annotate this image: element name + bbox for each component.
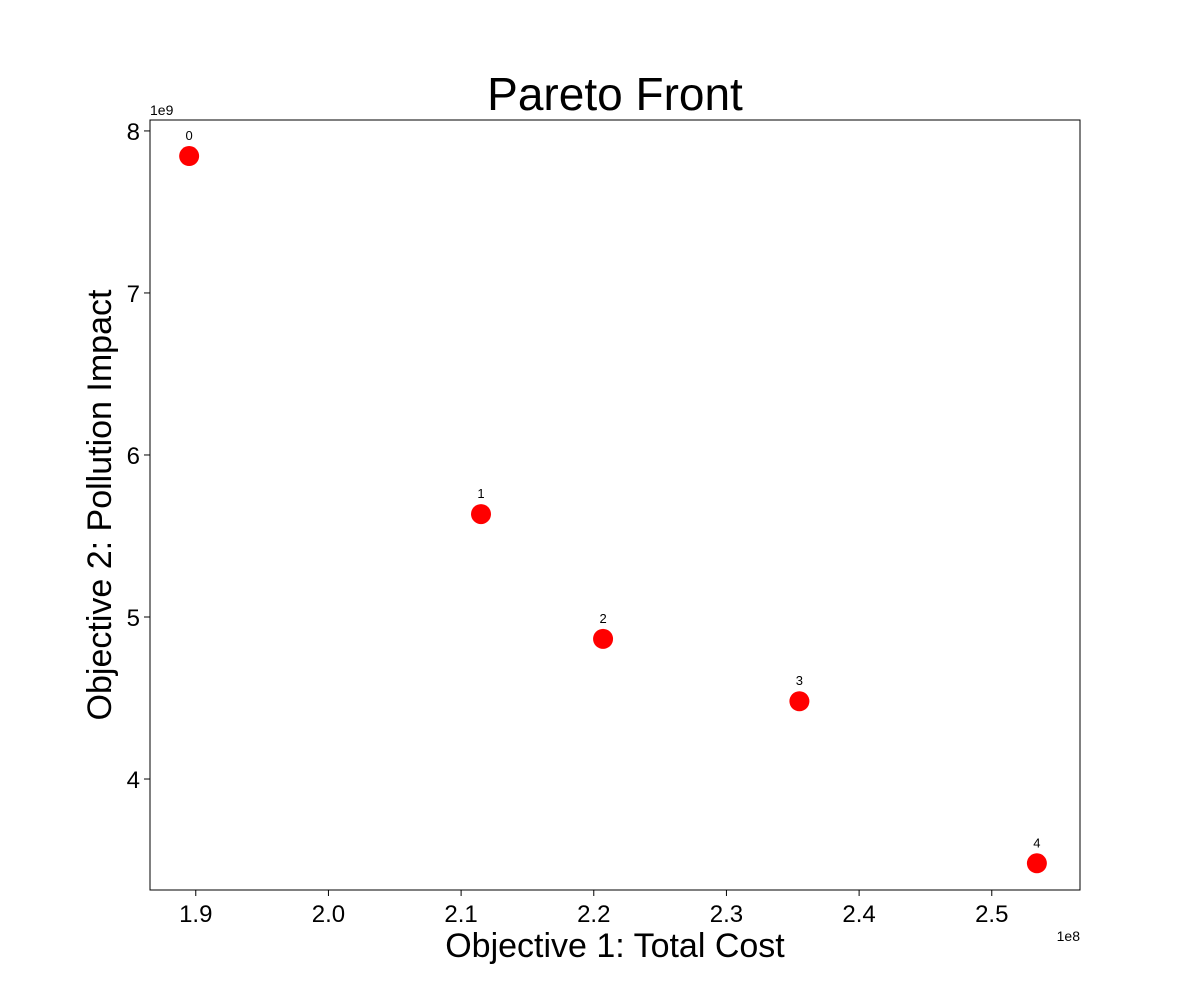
x-tick-label: 2.4 [842,901,875,928]
data-points: 0 1 2 3 4 [179,128,1047,874]
point-label: 0 [186,128,193,143]
x-axis-label: Objective 1: Total Cost [445,927,785,965]
y-tick-label: 4 [127,767,140,794]
data-point [593,628,614,649]
x-tick-label: 2.2 [577,901,610,928]
y-axis-label: Objective 2: Pollution Impact [81,289,119,720]
y-tick-label: 6 [127,443,140,470]
y-axis: 4 5 6 7 8 [127,119,150,794]
y-tick-label: 8 [127,119,140,146]
x-tick-label: 1.9 [179,901,212,928]
x-tick-label: 2.1 [444,901,477,928]
point-label: 1 [477,486,484,501]
chart-title: Pareto Front [487,68,743,120]
x-axis: 1.9 2.0 2.1 2.2 2.3 2.4 2.5 [179,890,1008,928]
point-label: 2 [599,611,606,626]
data-point [789,691,810,712]
data-point [179,146,200,167]
y-tick-label: 7 [127,281,140,308]
x-tick-label: 2.0 [312,901,345,928]
x-tick-label: 2.5 [975,901,1008,928]
y-tick-label: 5 [127,605,140,632]
y-offset-label: 1e9 [150,102,174,118]
data-point [1026,853,1047,874]
point-label: 4 [1033,835,1040,850]
x-tick-label: 2.3 [710,901,743,928]
data-point [471,504,492,525]
x-offset-label: 1e8 [1057,928,1081,944]
plot-area [149,119,1081,891]
point-label: 3 [796,673,803,688]
